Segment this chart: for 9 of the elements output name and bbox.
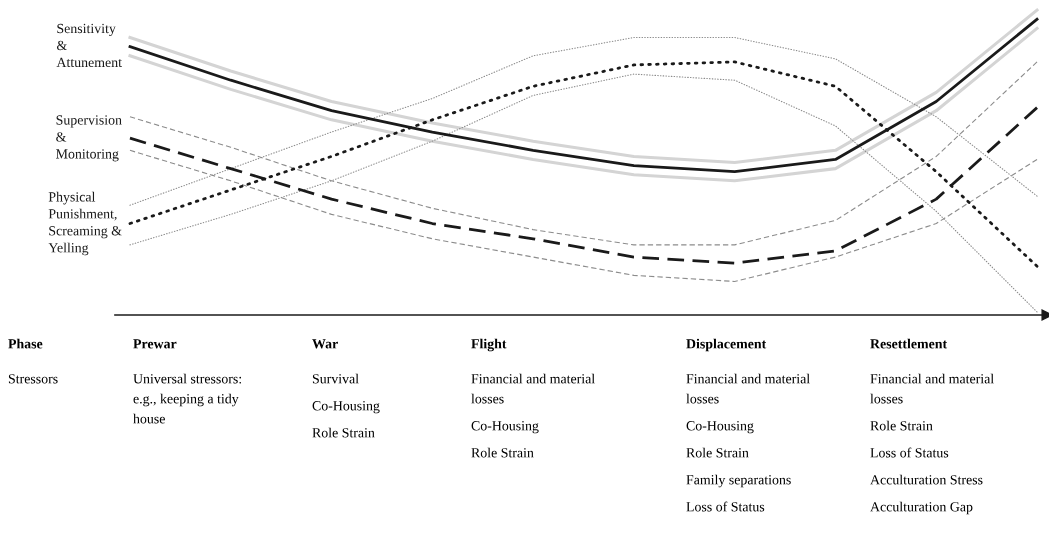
text: Displacement Financial and material losses Co-Housing Role Strain Family separations Loss of Status [686,338,810,512]
series-label: Sensitivity & Attunement [56,23,122,68]
series-label: Physical Punishment, Screaming & Yelling [48,191,122,256]
series-label: Supervision & Monitoring [56,115,122,162]
text: Resettlement Financial and material losses Role Strain Loss of Status Acculturation Stress Acculturation Gap [870,338,994,515]
text: Prewar Universal stressors: e.g., keeping a tidy house [133,339,242,424]
text: Flight Financial and material losses Co-Housing Role Strain [471,338,595,458]
text: Phase Stressors [8,338,58,384]
text: War Survival Co-Housing Role Strain [312,339,380,438]
